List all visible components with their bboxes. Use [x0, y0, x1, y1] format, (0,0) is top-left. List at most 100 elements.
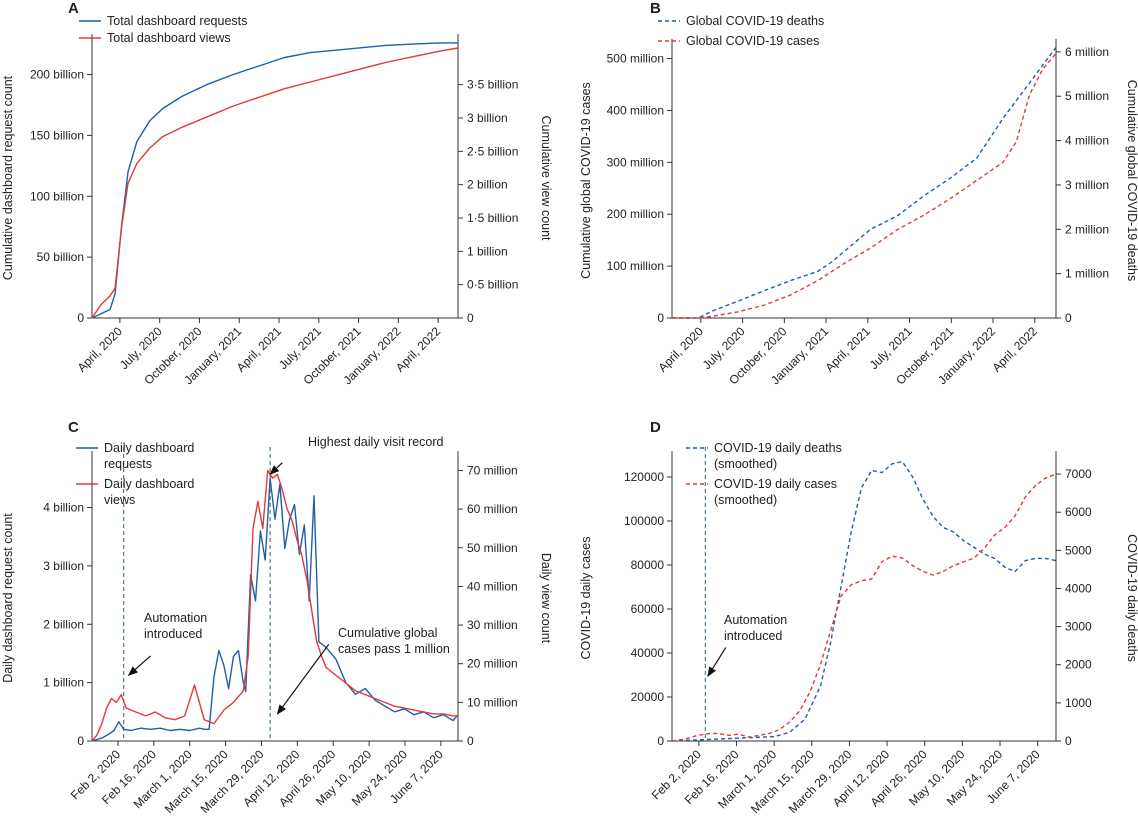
legend-label: Total dashboard views	[107, 31, 231, 45]
y-axis-title-right: Daily view count	[539, 553, 553, 644]
y-tick-label-right: 7000	[1065, 467, 1092, 481]
y-axis-title-right: Cumulative view count	[539, 115, 553, 241]
annotation-text: Cumulative global	[338, 626, 437, 640]
legend-label: COVID-19 daily cases	[714, 477, 837, 491]
y-tick-label-left: 100 billion	[30, 189, 84, 203]
y-tick-label-right: 50 million	[467, 541, 518, 555]
panel-letter: A	[68, 0, 79, 17]
y-tick-label-right: 0	[1065, 734, 1072, 748]
series-line-1	[91, 42, 458, 319]
legend-label: Total dashboard requests	[107, 14, 247, 28]
y-tick-label-left: 20000	[631, 690, 665, 704]
y-tick-label-left: 40000	[631, 646, 665, 660]
y-tick-label-left: 50 billion	[37, 250, 84, 264]
y-tick-label-left: 500 million	[607, 52, 664, 66]
y-tick-label-right: 4000	[1065, 581, 1092, 595]
x-tick-label: April, 2022	[989, 324, 1040, 375]
y-tick-label-left: 4 billion	[43, 501, 84, 515]
y-tick-label-left: 0	[657, 734, 664, 748]
annotation-text: Automation	[144, 611, 207, 625]
y-tick-label-left: 120000	[624, 470, 664, 484]
y-tick-label-left: 0	[77, 734, 84, 748]
legend-label: Global COVID-19 cases	[686, 34, 819, 48]
series-line-2	[672, 52, 1057, 319]
legend-label: COVID-19 daily deaths	[714, 441, 842, 455]
y-tick-label-right: 2 million	[1065, 222, 1109, 236]
panel-c: C 0 1 billion 2 billion 3 billion 4 billion 0 1…	[1, 419, 553, 816]
panel-letter: D	[650, 419, 661, 436]
legend-label: (smoothed)	[714, 457, 777, 471]
y-tick-label-right: 0·5 billion	[467, 278, 518, 292]
legend-label: Daily dashboard	[104, 477, 194, 491]
y-tick-label-right: 30 million	[467, 618, 518, 632]
annotation-arrow	[127, 655, 151, 676]
series-line-1	[91, 477, 459, 742]
y-tick-label-left: 80000	[631, 558, 665, 572]
y-tick-label-right: 1 billion	[467, 244, 508, 258]
y-tick-label-left: 300 million	[607, 155, 664, 169]
x-tick-label: March 15, 2020	[162, 747, 231, 816]
y-tick-label-right: 3·5 billion	[467, 78, 518, 92]
y-axis-title-left: Daily dashboard request count	[1, 513, 15, 683]
y-tick-label-right: 5 million	[1065, 89, 1109, 103]
annotation-text: Automation	[724, 613, 787, 627]
y-tick-label-right: 5000	[1065, 543, 1092, 557]
y-tick-label-right: 0	[1065, 311, 1072, 325]
y-tick-label-right: 1·5 billion	[467, 211, 518, 225]
panel-d: D 0 20000 40000 60000 80000 100000 120000 0 1000 2…	[579, 419, 1138, 816]
legend-label: requests	[104, 457, 152, 471]
legend-label: (smoothed)	[714, 493, 777, 507]
y-axis-title-left: Cumulative dashboard request count	[1, 75, 15, 280]
series-line-2	[91, 47, 459, 319]
series-line-2	[91, 469, 458, 742]
x-tick-label: April, 2020	[656, 324, 707, 375]
y-tick-label-right: 20 million	[467, 657, 518, 671]
panel-letter: B	[650, 0, 661, 17]
y-tick-label-left: 0	[657, 311, 664, 325]
series-line-1	[671, 460, 1057, 742]
annotation-text: introduced	[724, 629, 782, 643]
y-tick-label-right: 6 million	[1065, 45, 1109, 59]
y-tick-label-right: 1000	[1065, 696, 1092, 710]
y-tick-label-right: 3000	[1065, 620, 1092, 634]
y-tick-label-right: 2 billion	[467, 178, 508, 192]
y-tick-label-right: 3 million	[1065, 178, 1109, 192]
panel-letter: C	[68, 419, 79, 436]
series-line-2	[671, 473, 1057, 742]
y-tick-label-left: 100000	[624, 514, 664, 528]
y-tick-label-left: 3 billion	[43, 559, 84, 573]
y-tick-label-right: 70 million	[467, 463, 518, 477]
y-tick-label-right: 0	[467, 311, 474, 325]
annotation-arrow	[269, 462, 283, 476]
y-axis-title-left: Cumulative global COVID-19 cases	[579, 82, 593, 279]
x-tick-label: April, 2021	[822, 324, 873, 375]
y-tick-label-left: 1 billion	[43, 676, 84, 690]
y-tick-label-right: 2·5 billion	[467, 144, 518, 158]
y-tick-label-left: 60000	[631, 602, 665, 616]
y-tick-label-left: 200 million	[607, 207, 664, 221]
legend-label: Global COVID-19 deaths	[686, 14, 824, 28]
y-axis-title-right: COVID-19 daily deaths	[1125, 534, 1138, 662]
legend-label: views	[104, 493, 135, 507]
x-tick-label: April, 2020	[75, 324, 126, 375]
annotation-arrow	[276, 644, 330, 715]
y-tick-label-right: 10 million	[467, 695, 518, 709]
y-axis-title-left: COVID-19 daily cases	[579, 537, 593, 660]
y-tick-label-left: 200 billion	[30, 68, 84, 82]
y-tick-label-right: 40 million	[467, 579, 518, 593]
annotation-arrow	[707, 647, 727, 678]
y-tick-label-left: 2 billion	[43, 617, 84, 631]
y-tick-label-right: 4 million	[1065, 134, 1109, 148]
legend-label: Daily dashboard	[104, 441, 194, 455]
y-tick-label-right: 60 million	[467, 502, 518, 516]
y-tick-label-right: 0	[467, 734, 474, 748]
panel-a: A 0 50 billion 100 billion 150 billion 200 bi…	[1, 0, 553, 387]
annotation-text: introduced	[144, 627, 202, 641]
y-tick-label-right: 1 million	[1065, 267, 1109, 281]
annotation-text: Highest daily visit record	[308, 435, 444, 449]
y-tick-label-left: 100 million	[607, 259, 664, 273]
y-tick-label-right: 3 billion	[467, 111, 508, 125]
panel-b: B 0 100 million 200 million 300 million 400 m…	[579, 0, 1138, 387]
y-tick-label-left: 0	[77, 311, 84, 325]
